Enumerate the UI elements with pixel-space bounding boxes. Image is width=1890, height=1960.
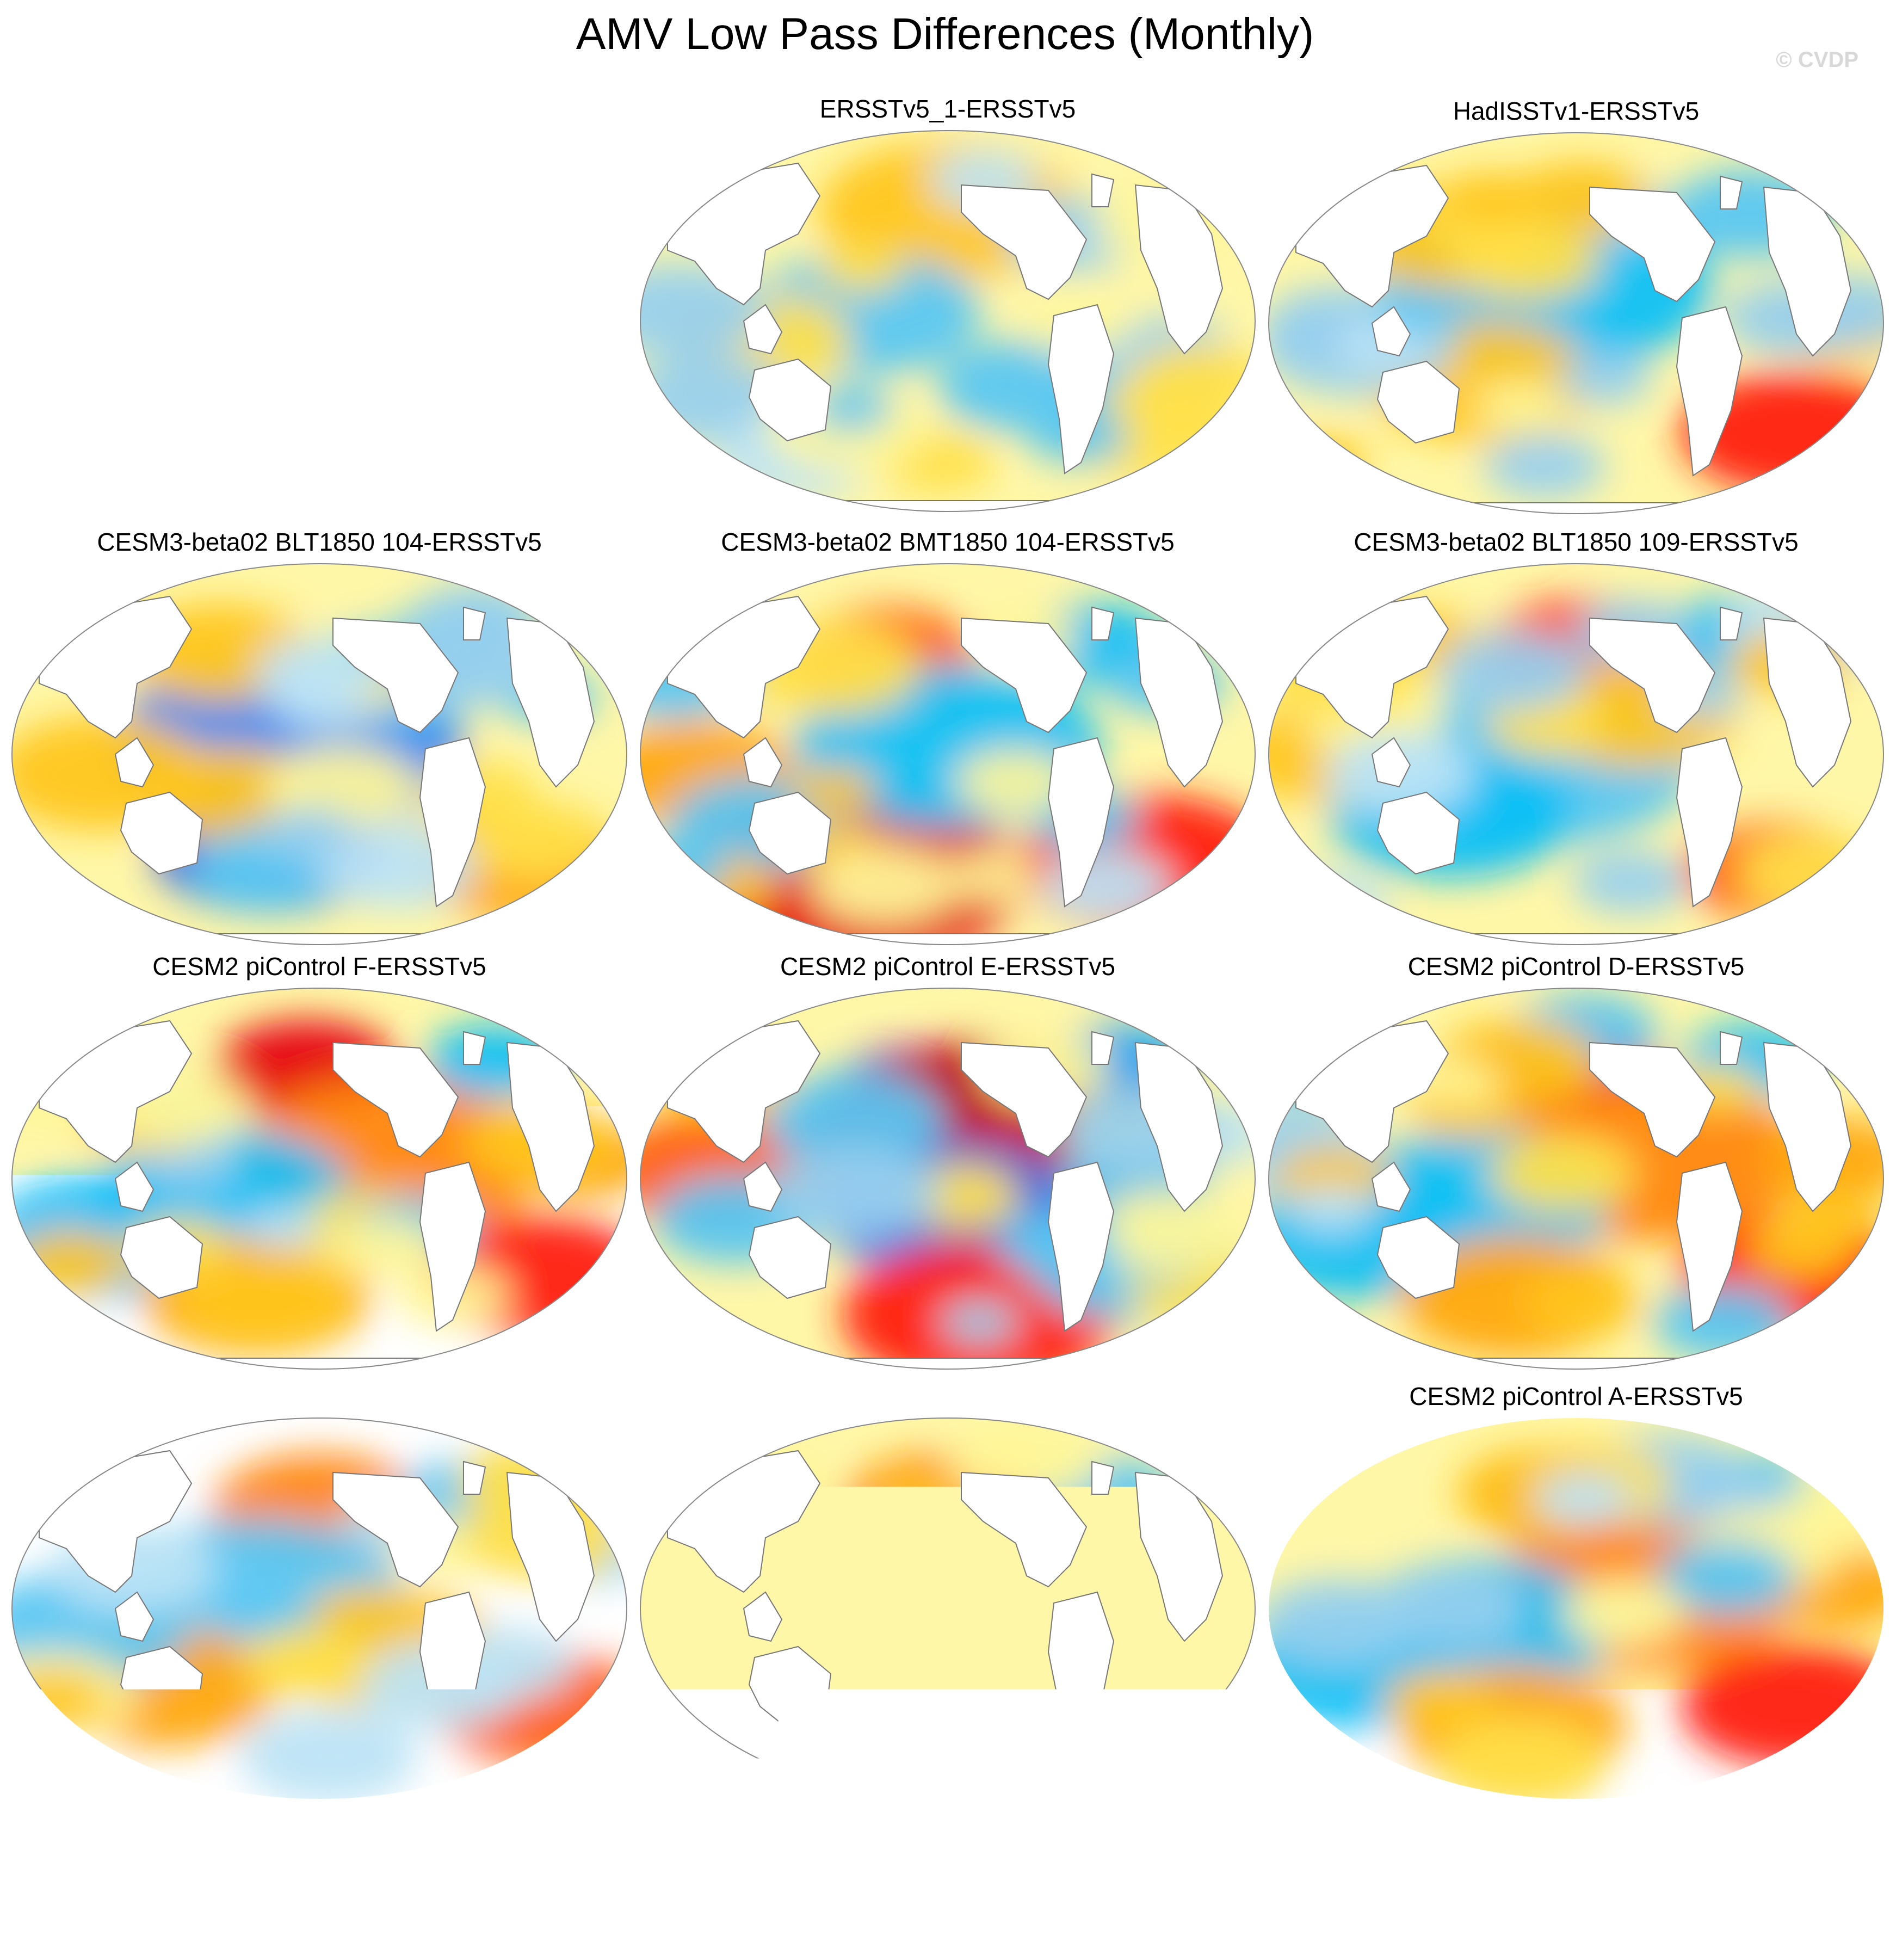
sst-difference-map xyxy=(1263,983,1889,1375)
sst-difference-map xyxy=(7,1413,632,1804)
colorbar-swatch xyxy=(945,1841,1005,1872)
colorbar-swatch xyxy=(765,1841,825,1872)
colorbar-tick-label: 3.2 xyxy=(1400,1876,1447,1913)
panel-title: CESM2 piControl E-ERSSTv5 xyxy=(635,951,1261,982)
colorbar-tick-label: -4 xyxy=(332,1876,362,1913)
colorbar-swatch xyxy=(1423,1841,1483,1872)
colorbar-swatch xyxy=(467,1841,527,1872)
map-panel: CESM2 piControl A-ERSSTv5 xyxy=(1263,1381,1889,1805)
colorbar-swatch xyxy=(1363,1841,1423,1872)
map-panel: CESM2 piControl B-ERSSTv5 xyxy=(635,1381,1261,1805)
colorbar-swatch xyxy=(1125,1841,1184,1872)
colorbar-swatch xyxy=(1244,1841,1304,1872)
map-panel: CESM3-beta02 BMT1850 104-ERSSTv5 xyxy=(635,527,1261,951)
colorbar-swatch xyxy=(1304,1841,1363,1872)
colorbar-swatch xyxy=(586,1841,646,1872)
sst-difference-map xyxy=(635,1413,1261,1804)
sst-difference-map xyxy=(635,983,1261,1375)
colorbar-swatch xyxy=(706,1841,765,1872)
panel-title: CESM3-beta02 BLT1850 104-ERSSTv5 xyxy=(7,527,632,557)
map-panel: ERSSTv5_1-ERSSTv5 xyxy=(635,94,1261,518)
cvdp-credit: © CVDP xyxy=(1776,48,1858,72)
map-panel: CESM2 piControl D-ERSSTv5 xyxy=(1263,951,1889,1376)
panel-title: CESM3-beta02 BMT1850 104-ERSSTv5 xyxy=(635,527,1261,557)
colorbar-swatch xyxy=(1184,1841,1244,1872)
sst-difference-map xyxy=(1263,127,1889,519)
panel-title: CESM2 piControl F-ERSSTv5 xyxy=(7,951,632,982)
colorbar-swatch xyxy=(347,1841,407,1872)
panel-title: CESM3-beta02 BLT1850 109-ERSSTv5 xyxy=(1263,527,1889,557)
colorbar-swatch xyxy=(825,1841,885,1872)
colorbar-swatch xyxy=(646,1841,706,1872)
colorbar-tick-label: -3.2 xyxy=(437,1876,496,1913)
colorbar-tick-label: 0 xyxy=(936,1876,954,1913)
sst-difference-map xyxy=(1263,558,1889,950)
colorbar-unit: C xyxy=(933,1925,958,1960)
colorbar-swatch xyxy=(407,1841,467,1872)
colorbar-tick-label: 0.8 xyxy=(1041,1876,1088,1913)
colorbar-tick-label: -2.4 xyxy=(557,1876,615,1913)
panel-title: ERSSTv5_1-ERSSTv5 xyxy=(635,94,1261,124)
colorbar-tick-label: -1.6 xyxy=(677,1876,735,1913)
colorbar-swatch xyxy=(1065,1841,1125,1872)
map-panel: CESM2 piControl E-ERSSTv5 xyxy=(635,951,1261,1376)
colorbar-swatch xyxy=(1005,1841,1065,1872)
colorbar-tick-label: 2.4 xyxy=(1280,1876,1327,1913)
panel-title: CESM2 piControl A-ERSSTv5 xyxy=(1263,1381,1889,1412)
colorbar-tick-label: -0.8 xyxy=(796,1876,855,1913)
panel-title: CESM2 piControl B-ERSSTv5 xyxy=(635,1381,1261,1412)
colorbar-swatch xyxy=(1543,1841,1603,1872)
figure-title: AMV Low Pass Differences (Monthly) xyxy=(0,4,1890,64)
sst-difference-map xyxy=(7,558,632,950)
sst-difference-map xyxy=(7,983,632,1375)
map-panel: CESM2 piControl C-ERSSTv5 xyxy=(7,1381,632,1805)
colorbar-swatch xyxy=(287,1841,347,1872)
panel-title: CESM2 piControl C-ERSSTv5 xyxy=(7,1381,632,1412)
colorbar-tick-label: 4 xyxy=(1534,1876,1552,1913)
sst-difference-map xyxy=(635,125,1261,517)
map-panel: HadISSTv1-ERSSTv5 xyxy=(1263,96,1889,520)
sst-difference-map xyxy=(1263,1413,1889,1804)
panel-title: HadISSTv1-ERSSTv5 xyxy=(1263,96,1889,126)
colorbar-swatch xyxy=(527,1841,586,1872)
colorbar-swatch xyxy=(1483,1841,1543,1872)
sst-difference-map xyxy=(635,558,1261,950)
colorbar-tick-label: 1.6 xyxy=(1161,1876,1208,1913)
map-panel: CESM2 piControl F-ERSSTv5 xyxy=(7,951,632,1376)
colorbar-swatch xyxy=(885,1841,945,1872)
map-panel: CESM3-beta02 BLT1850 109-ERSSTv5 xyxy=(1263,527,1889,951)
panel-title: CESM2 piControl D-ERSSTv5 xyxy=(1263,951,1889,982)
map-panel: CESM3-beta02 BLT1850 104-ERSSTv5 xyxy=(7,527,632,951)
